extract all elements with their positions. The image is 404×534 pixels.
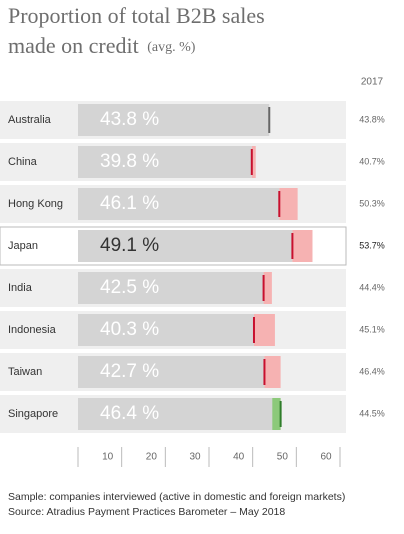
change-bar — [264, 356, 281, 388]
x-tick-label: 10 — [102, 452, 114, 463]
x-tick-label: 30 — [189, 452, 201, 463]
comparison-label: 45.1% — [359, 324, 385, 334]
category-label: Hong Kong — [8, 198, 63, 210]
bar — [78, 398, 281, 430]
value-label: 43.8 % — [100, 109, 159, 130]
category-label: Japan — [8, 240, 38, 252]
category-label: India — [8, 282, 33, 294]
value-label: 42.5 % — [100, 277, 159, 298]
comparison-label: 43.8% — [359, 114, 385, 124]
chart-title-text: made on credit — [8, 33, 139, 58]
comparison-label: 44.4% — [359, 282, 385, 292]
value-label: 39.8 % — [100, 151, 159, 172]
x-tick-label: 40 — [233, 452, 245, 463]
x-tick-label: 20 — [146, 452, 158, 463]
category-label: Singapore — [8, 408, 58, 420]
category-label: Australia — [8, 114, 52, 126]
bar — [78, 188, 280, 220]
category-label: Indonesia — [8, 324, 57, 336]
comparison-header: 2017 — [361, 77, 384, 88]
chart-title: Proportion of total B2B sales — [8, 3, 265, 28]
change-bar — [279, 188, 298, 220]
footnote: Sample: companies interviewed (active in… — [8, 491, 345, 503]
bar — [78, 272, 264, 304]
bar — [78, 146, 252, 178]
chart-title-line2: made on credit (avg. %) — [8, 33, 196, 58]
bar — [78, 356, 265, 388]
bar — [78, 230, 293, 262]
value-label: 42.7 % — [100, 361, 159, 382]
value-label: 49.1 % — [100, 235, 159, 256]
category-label: China — [8, 156, 38, 168]
x-tick-label: 50 — [277, 452, 289, 463]
comparison-label: 50.3% — [359, 198, 385, 208]
comparison-label: 53.7% — [359, 240, 385, 250]
value-label: 46.4 % — [100, 403, 159, 424]
change-bar — [263, 272, 272, 304]
change-bar — [251, 146, 256, 178]
comparison-label: 40.7% — [359, 156, 385, 166]
value-label: 40.3 % — [100, 319, 159, 340]
footnote: Source: Atradius Payment Practices Barom… — [8, 506, 285, 518]
bar — [78, 314, 254, 346]
comparison-label: 46.4% — [359, 366, 385, 376]
comparison-label: 44.5% — [359, 408, 385, 418]
category-label: Taiwan — [8, 366, 42, 378]
change-bar — [253, 314, 275, 346]
value-label: 46.1 % — [100, 193, 159, 214]
change-bar — [272, 398, 281, 430]
bar — [78, 104, 270, 136]
change-bar — [292, 230, 313, 262]
chart-title-note: (avg. %) — [147, 40, 196, 55]
x-tick-label: 60 — [320, 452, 332, 463]
